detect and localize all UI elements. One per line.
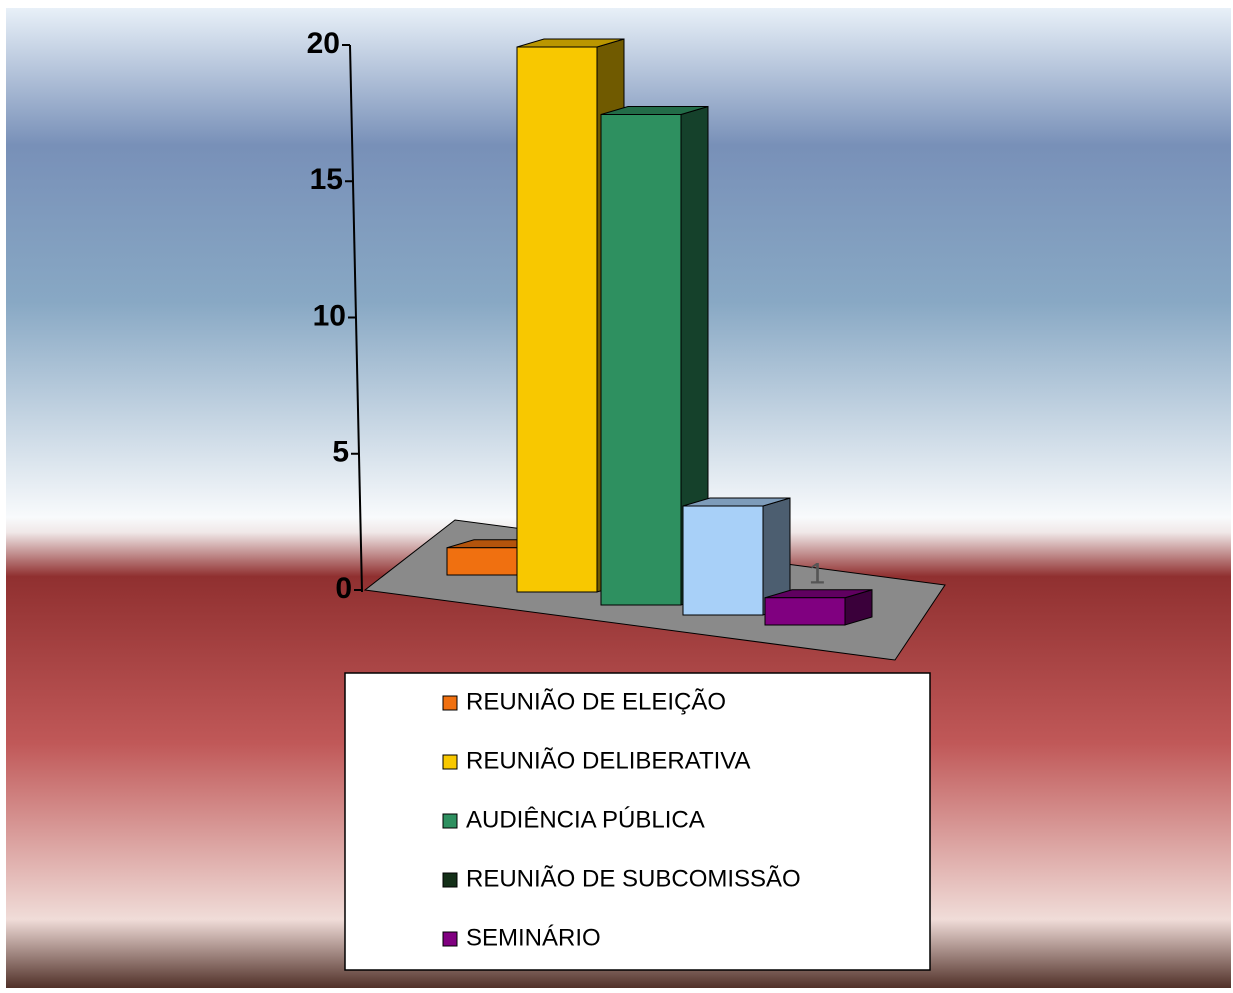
legend-label: SEMINÁRIO (466, 924, 601, 951)
legend-swatch (442, 931, 458, 947)
y-tick-label: 20 (307, 27, 340, 60)
y-tick-label: 15 (310, 163, 343, 196)
legend-label: REUNIÃO DE ELEIÇÃO (466, 688, 726, 715)
legend-label: AUDIÊNCIA PÚBLICA (466, 806, 705, 833)
bar (600, 114, 682, 606)
bar (446, 547, 528, 576)
legend-swatch (442, 872, 458, 888)
data-label: 1 (809, 558, 826, 591)
legend-swatch (442, 695, 458, 711)
bar (764, 597, 846, 626)
legend-swatch (442, 754, 458, 770)
legend-swatch (442, 813, 458, 829)
y-tick-label: 10 (313, 299, 346, 332)
legend-label: REUNIÃO DE SUBCOMISSÃO (466, 865, 801, 892)
y-tick-label: 5 (332, 436, 349, 469)
legend-label: REUNIÃO DELIBERATIVA (466, 747, 751, 774)
y-tick-label: 0 (335, 572, 352, 605)
bar (516, 46, 598, 593)
bar (682, 505, 764, 616)
